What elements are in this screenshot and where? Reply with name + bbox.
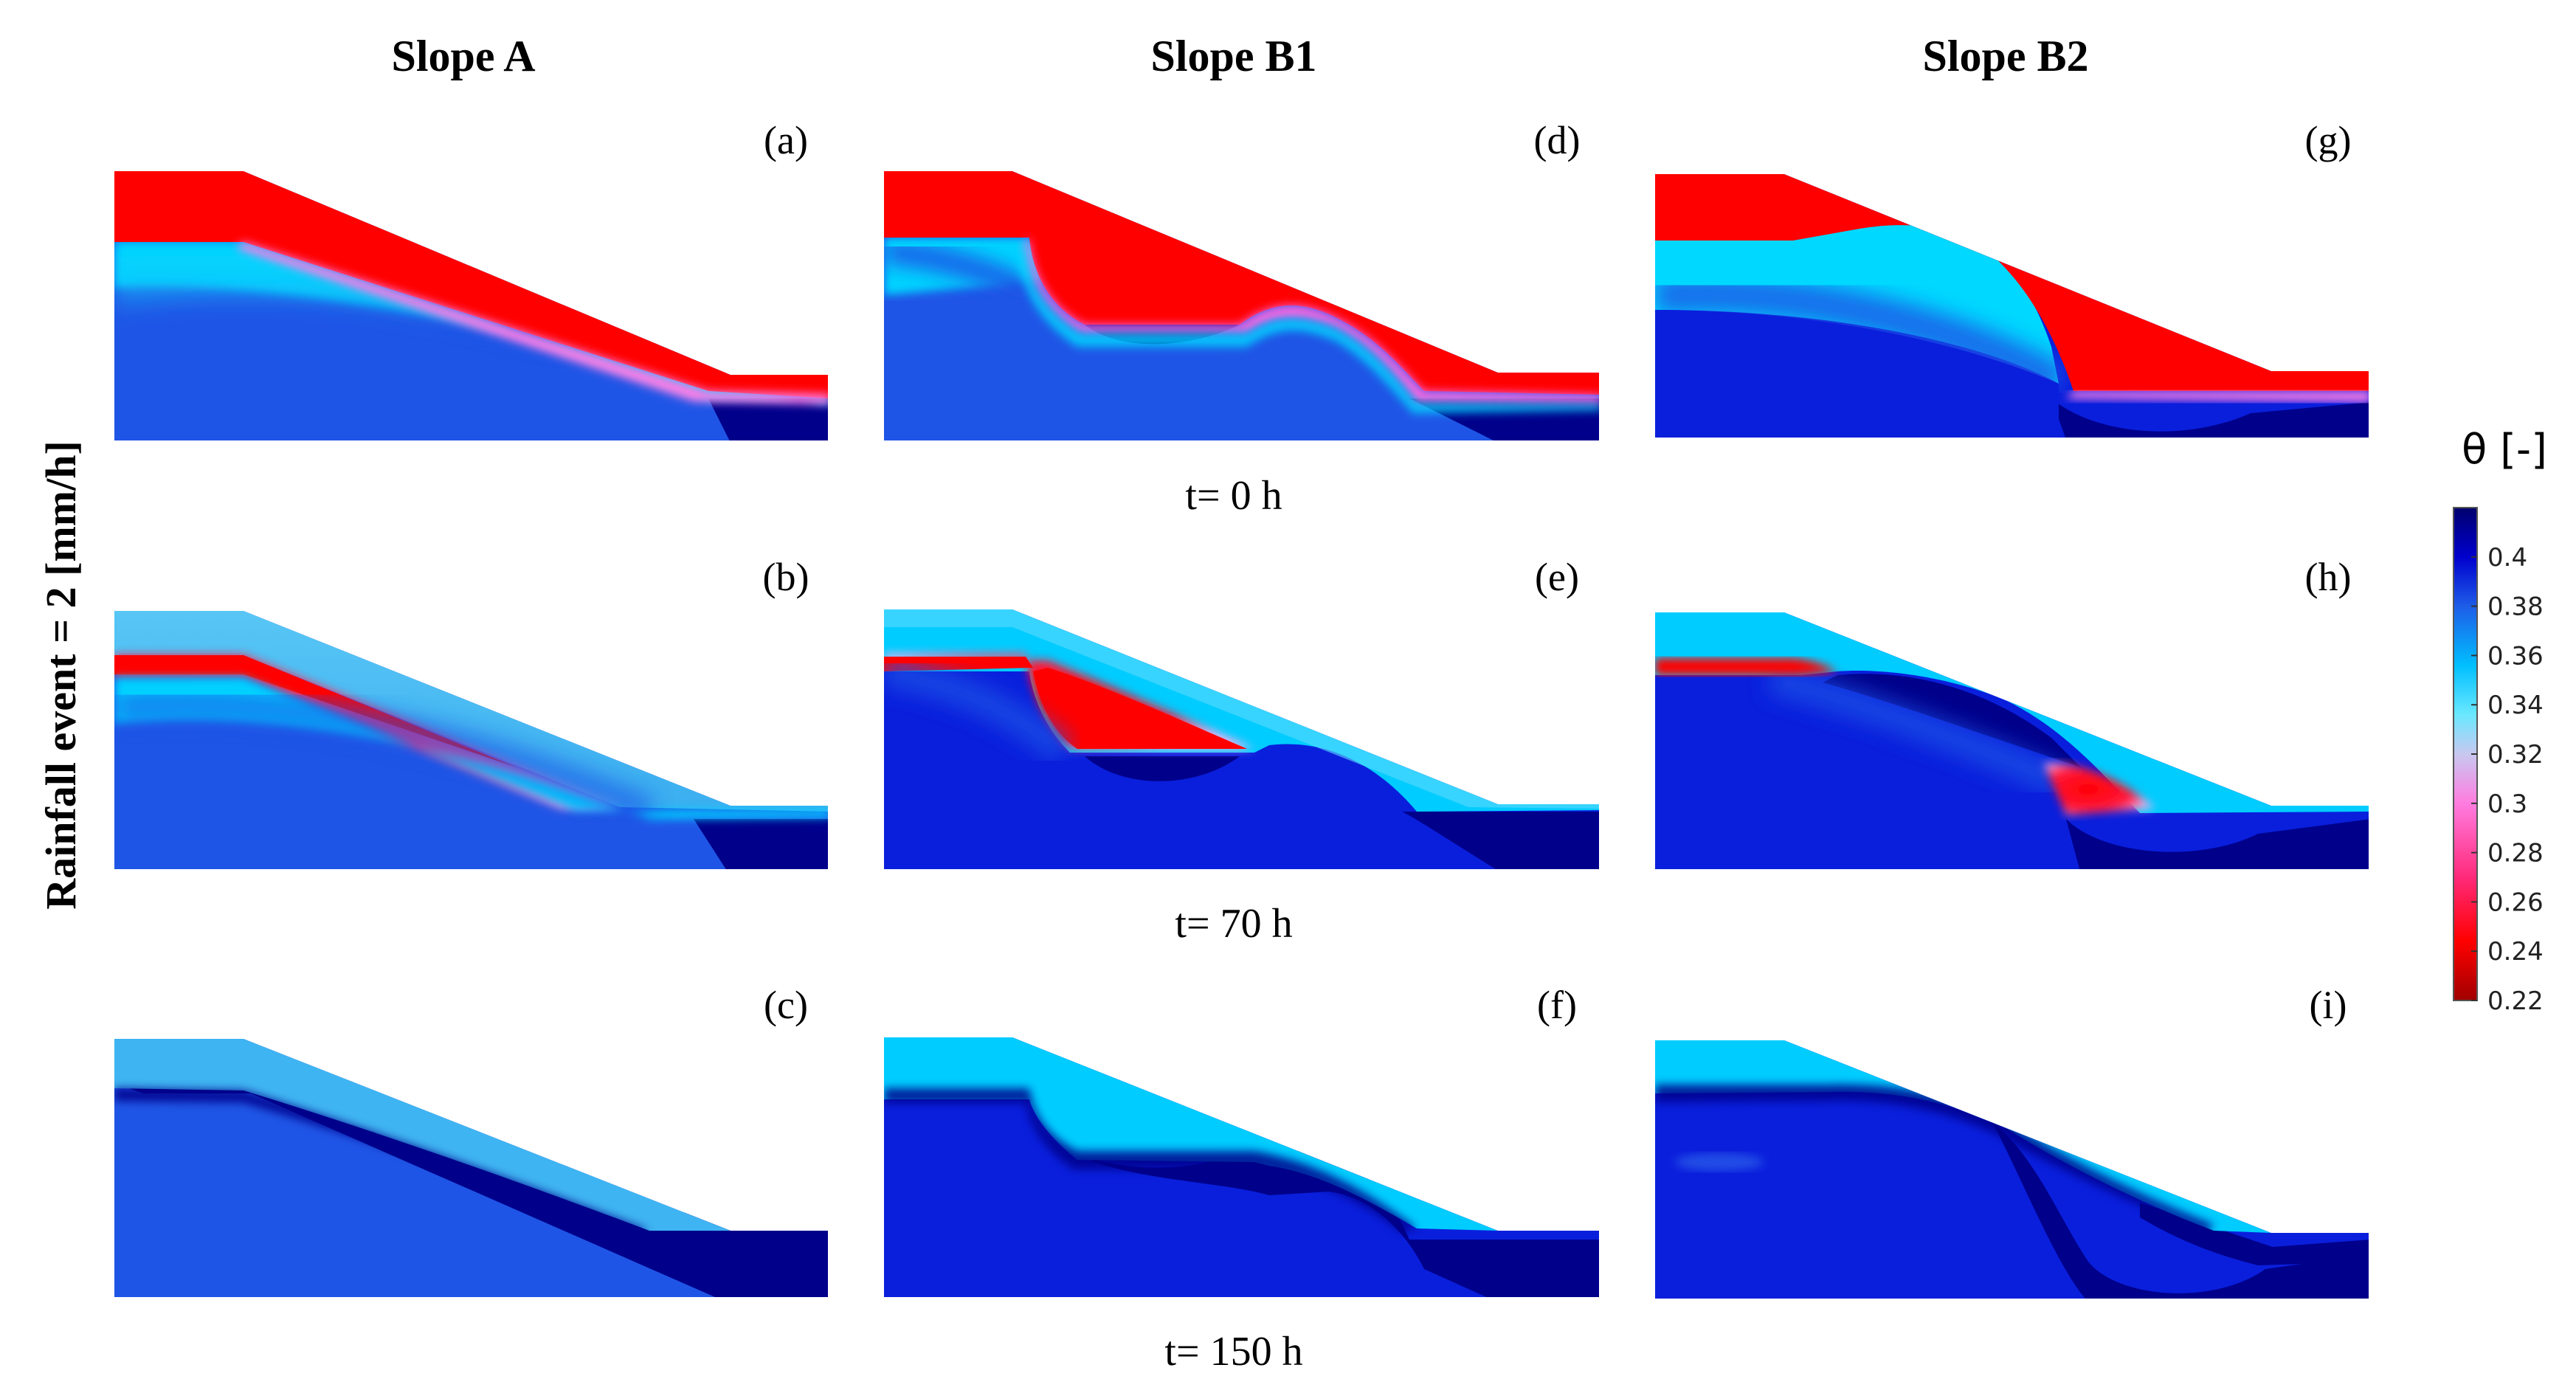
panel-label-g: (g) [2305,118,2352,162]
panel-c [114,1039,828,1297]
time-label-0h: t= 0 h [1185,473,1282,519]
panel-h [1655,612,2369,869]
panel-label-h: (h) [2305,555,2352,599]
column-title-slope-b1: Slope B1 [1150,32,1316,80]
colorbar-tick-label: 0.24 [2487,937,2544,967]
panel-label-a: (a) [764,118,808,162]
panel-g [1655,174,2369,438]
panel-a [114,171,828,440]
panel-b [114,611,828,869]
panel-label-i: (i) [2310,983,2347,1027]
colorbar-tick-label: 0.4 [2487,543,2527,573]
colorbar-tick-label: 0.34 [2487,691,2544,720]
colorbar-tick-label: 0.38 [2487,592,2544,622]
row-axis-label: Rainfall event = 2 [mm/h] [37,440,85,910]
colorbar-ticks: 0.4 0.38 0.36 0.34 0.32 0.3 0.28 0.26 0.24 0.22 [2471,543,2544,1016]
column-title-slope-b2: Slope B2 [1922,32,2088,80]
panel-f [884,1037,1599,1297]
panel-label-f: (f) [1537,983,1577,1027]
colorbar-title: θ [-] [2462,426,2547,474]
colorbar-tick-label: 0.28 [2487,839,2544,868]
colorbar-tick-label: 0.36 [2487,641,2544,671]
colorbar: θ [-] 0.4 0.38 0.36 0.34 0.32 0.3 0.28 0.26 0.24… [2453,426,2547,1016]
panel-label-d: (d) [1534,118,1581,162]
colorbar-tick-label: 0.26 [2487,888,2544,917]
colorbar-tick-label: 0.3 [2487,789,2527,819]
column-title-slope-a: Slope A [391,32,535,80]
colorbar-tick-label: 0.32 [2487,740,2544,770]
panel-label-e: (e) [1535,555,1579,599]
time-label-70h: t= 70 h [1175,901,1292,947]
panel-i [1655,1040,2369,1299]
panel-e [884,609,1599,869]
panel-label-b: (b) [763,555,809,599]
colorbar-tick-label: 0.22 [2487,986,2544,1016]
panel-label-c: (c) [764,983,808,1027]
time-label-150h: t= 150 h [1164,1329,1302,1375]
panel-d [884,171,1599,440]
